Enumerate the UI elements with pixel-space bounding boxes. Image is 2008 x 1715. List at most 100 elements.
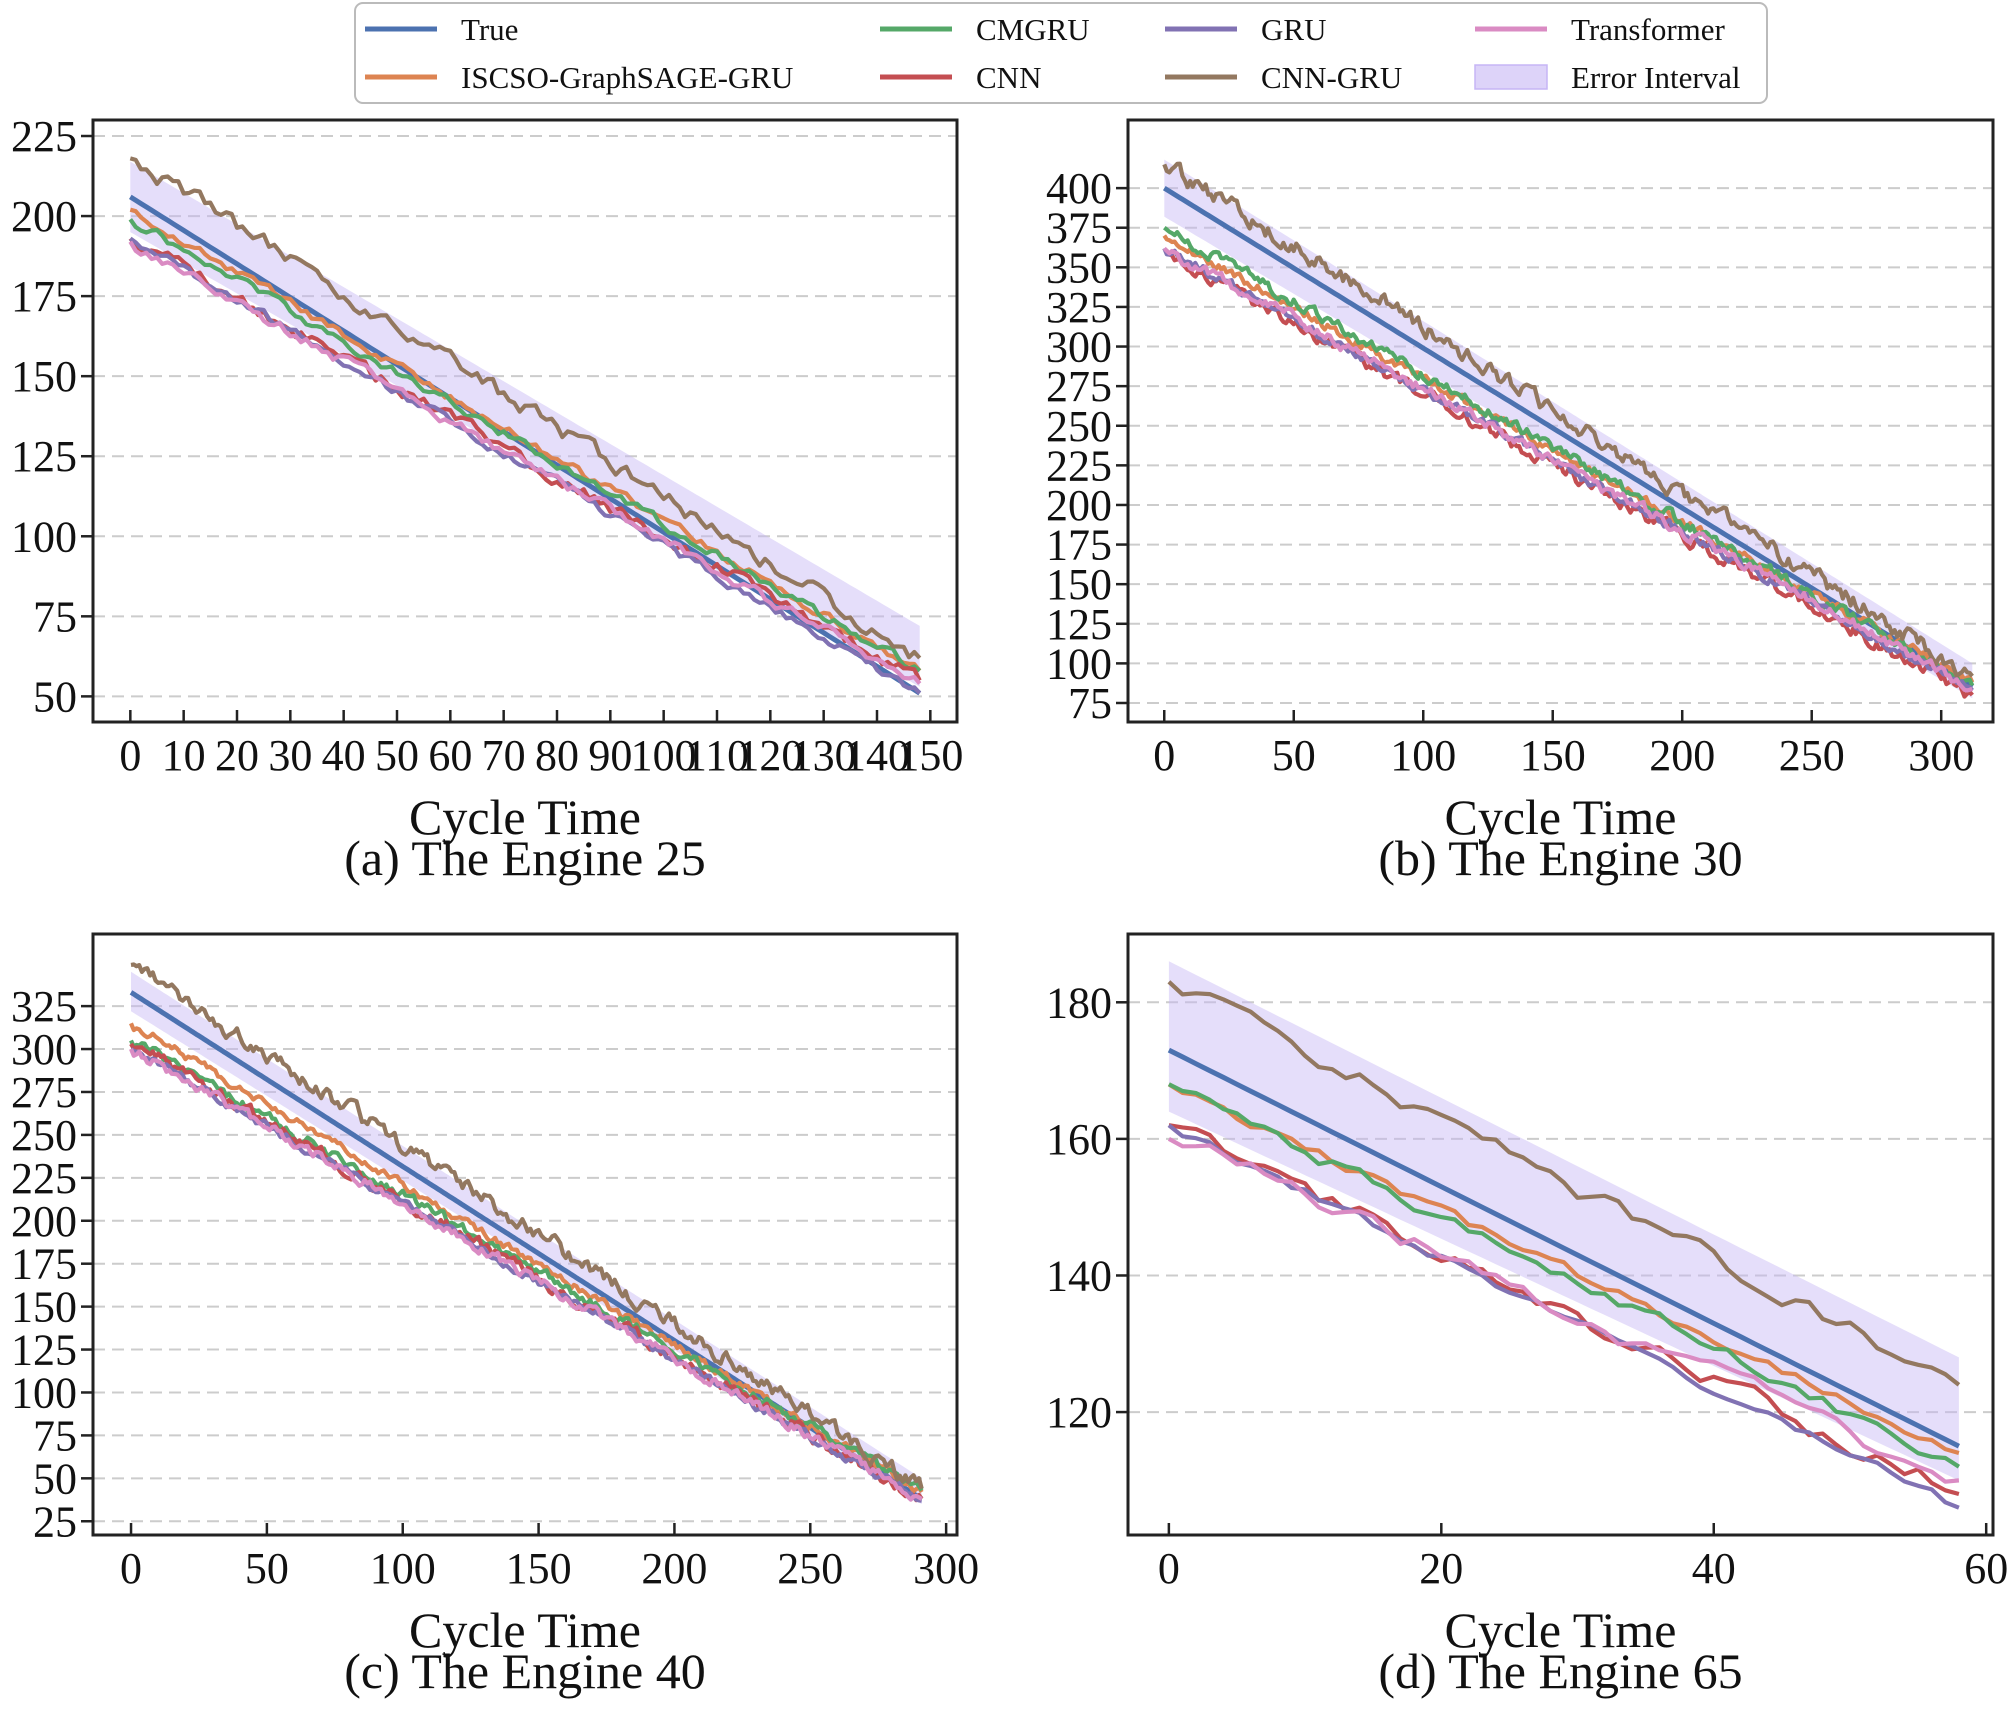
x-tick-label: 60 xyxy=(1964,1544,2008,1593)
y-tick-label: 150 xyxy=(11,1283,77,1332)
panel-caption: (d) The Engine 65 xyxy=(1378,1643,1742,1699)
y-tick-label: 200 xyxy=(11,1197,77,1246)
x-tick-label: 150 xyxy=(506,1544,572,1593)
series-line-cnn-gru xyxy=(1162,161,1974,678)
x-tick-label: 0 xyxy=(119,731,141,780)
panel-caption: (a) The Engine 25 xyxy=(344,830,705,886)
legend-label-error-interval: Error Interval xyxy=(1571,60,1741,95)
x-axis-title: Cycle Time xyxy=(409,1602,641,1658)
y-tick-label: 180 xyxy=(1046,978,1112,1027)
y-tick-label: 150 xyxy=(1046,560,1112,609)
legend-label-cnn-gru: CNN-GRU xyxy=(1261,60,1402,95)
y-tick-label: 250 xyxy=(1046,402,1112,451)
series-line-transformer xyxy=(129,1048,923,1502)
y-tick-label: 140 xyxy=(1046,1251,1112,1300)
y-tick-label: 275 xyxy=(11,1068,77,1117)
series-line-cmgru xyxy=(129,1039,924,1492)
x-tick-label: 300 xyxy=(913,1544,979,1593)
y-tick-label: 325 xyxy=(1046,283,1112,332)
series-line-true xyxy=(1167,1047,1961,1449)
legend-label-cnn: CNN xyxy=(976,60,1041,95)
plot-frame xyxy=(91,932,959,1537)
x-tick-label: 100 xyxy=(631,731,697,780)
x-axis-title: Cycle Time xyxy=(1445,1602,1677,1658)
panel-caption: (b) The Engine 30 xyxy=(1378,830,1742,886)
y-tick-label: 225 xyxy=(1046,441,1112,490)
x-tick-label: 90 xyxy=(588,731,632,780)
series-line-cmgru xyxy=(1167,1082,1961,1469)
y-tick-label: 100 xyxy=(11,512,77,561)
x-tick-label: 80 xyxy=(535,731,579,780)
x-tick-label: 100 xyxy=(370,1544,436,1593)
y-tick-label: 125 xyxy=(11,432,77,481)
y-tick-label: 75 xyxy=(33,1411,77,1460)
y-tick-label: 350 xyxy=(1046,243,1112,292)
x-tick-label: 300 xyxy=(1908,731,1974,780)
y-tick-label: 225 xyxy=(11,1154,77,1203)
chart-panel-4: 120 140 160 180 0 20 40 60 Cycle Time(d) The Eng… xyxy=(1046,932,2008,1699)
x-tick-label: 60 xyxy=(428,731,472,780)
legend-frame xyxy=(354,2,1768,104)
x-tick-label: 110 xyxy=(685,731,749,780)
x-tick-label: 130 xyxy=(791,731,857,780)
y-tick-label: 100 xyxy=(11,1368,77,1417)
y-tick-label: 50 xyxy=(33,1454,77,1503)
plot-frame xyxy=(1126,932,1995,1537)
plot-frame xyxy=(91,118,959,724)
y-tick-label: 300 xyxy=(1046,323,1112,372)
x-tick-label: 0 xyxy=(1158,1544,1180,1593)
y-tick-label: 325 xyxy=(11,982,77,1031)
x-tick-label: 0 xyxy=(1153,731,1175,780)
x-axis-title: Cycle Time xyxy=(409,789,641,845)
x-tick-label: 20 xyxy=(1419,1544,1463,1593)
x-tick-label: 250 xyxy=(1779,731,1845,780)
series-line-cnn xyxy=(1163,248,1974,699)
y-tick-label: 120 xyxy=(1046,1388,1112,1437)
y-tick-label: 75 xyxy=(33,592,77,641)
legend: True ISCSO-GraphSAGE-GRU CMGRU CNN GRU CNN-GR… xyxy=(354,2,1768,104)
series-line-cmgru xyxy=(128,218,922,673)
series-line-transformer xyxy=(128,240,922,685)
y-tick-label: 400 xyxy=(1046,164,1112,213)
legend-label-true: True xyxy=(461,12,518,47)
y-tick-label: 175 xyxy=(11,272,77,321)
x-tick-label: 100 xyxy=(1390,731,1456,780)
x-tick-label: 0 xyxy=(120,1544,142,1593)
x-tick-label: 50 xyxy=(375,731,419,780)
y-tick-label: 200 xyxy=(11,192,77,241)
legend-label-gru: GRU xyxy=(1261,12,1326,47)
series-line-cnn-gru xyxy=(129,156,922,660)
x-tick-label: 200 xyxy=(641,1544,707,1593)
x-tick-label: 50 xyxy=(245,1544,289,1593)
series-line-gru xyxy=(129,236,922,695)
x-axis-title: Cycle Time xyxy=(1445,789,1677,845)
x-tick-label: 150 xyxy=(897,731,963,780)
x-tick-label: 200 xyxy=(1649,731,1715,780)
y-tick-label: 75 xyxy=(1068,679,1112,728)
series-line-iscso-graphsage-gru xyxy=(129,1022,924,1494)
series-line-iscso-graphsage-gru xyxy=(1167,1082,1960,1456)
series-line-cnn-gru xyxy=(1167,980,1961,1387)
x-tick-label: 70 xyxy=(482,731,526,780)
y-tick-label: 250 xyxy=(11,1111,77,1160)
y-tick-label: 100 xyxy=(1046,639,1112,688)
y-tick-label: 275 xyxy=(1046,362,1112,411)
panel-caption: (c) The Engine 40 xyxy=(344,1643,705,1699)
error-interval-band xyxy=(1168,961,1959,1481)
y-tick-label: 160 xyxy=(1046,1115,1112,1164)
x-tick-label: 140 xyxy=(844,731,910,780)
series-line-cmgru xyxy=(1163,226,1975,687)
series-line-transformer xyxy=(1167,1137,1960,1484)
y-tick-label: 125 xyxy=(1046,600,1112,649)
y-tick-label: 125 xyxy=(11,1326,77,1375)
y-tick-label: 175 xyxy=(11,1240,77,1289)
series-line-true xyxy=(128,194,922,696)
x-tick-label: 120 xyxy=(737,731,803,780)
x-tick-label: 250 xyxy=(777,1544,843,1593)
legend-label-transformer: Transformer xyxy=(1571,12,1726,47)
x-tick-label: 40 xyxy=(1692,1544,1736,1593)
x-tick-label: 50 xyxy=(1272,731,1316,780)
